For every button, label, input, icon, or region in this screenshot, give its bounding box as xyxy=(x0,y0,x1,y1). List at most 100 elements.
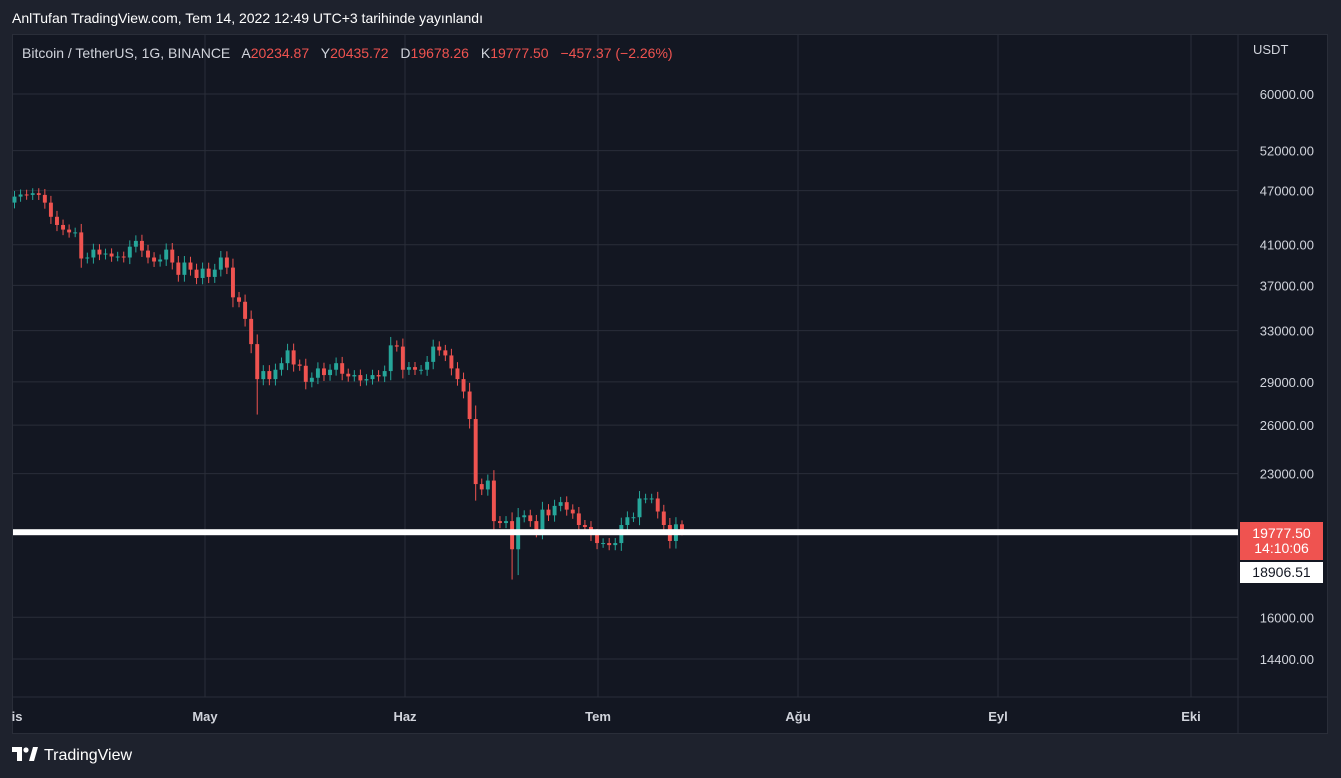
candle-body[interactable] xyxy=(661,511,666,526)
symbol-label[interactable]: Bitcoin / TetherUS, 1G, BINANCE xyxy=(22,45,231,61)
candle-body[interactable] xyxy=(91,249,96,258)
candle-body[interactable] xyxy=(497,521,502,524)
candle-body[interactable] xyxy=(649,498,654,500)
candle-body[interactable] xyxy=(121,256,126,258)
candle-body[interactable] xyxy=(637,498,642,518)
candle-body[interactable] xyxy=(473,419,478,485)
candle-body[interactable] xyxy=(382,371,387,377)
candle-body[interactable] xyxy=(625,517,630,526)
candle-body[interactable] xyxy=(146,250,150,258)
candle-body[interactable] xyxy=(443,350,448,356)
candle-body[interactable] xyxy=(340,363,345,374)
candle-body[interactable] xyxy=(164,249,169,260)
candle-body[interactable] xyxy=(36,193,41,195)
candle-body[interactable] xyxy=(419,369,424,371)
candle-body[interactable] xyxy=(291,350,296,365)
candle-body[interactable] xyxy=(522,515,527,518)
candle-body[interactable] xyxy=(655,498,660,512)
candle-body[interactable] xyxy=(303,365,308,382)
candle-body[interactable] xyxy=(394,345,399,347)
candle-body[interactable] xyxy=(455,368,460,380)
candle-body[interactable] xyxy=(564,502,569,510)
candle-body[interactable] xyxy=(42,194,47,203)
candle-body[interactable] xyxy=(67,229,72,233)
candle-body[interactable] xyxy=(176,262,181,275)
candle-body[interactable] xyxy=(576,513,581,526)
candle-body[interactable] xyxy=(376,375,381,377)
candle-body[interactable] xyxy=(491,480,496,522)
candle-body[interactable] xyxy=(595,534,600,544)
candle-body[interactable] xyxy=(206,268,211,277)
candle-body[interactable] xyxy=(334,363,339,370)
candle-body[interactable] xyxy=(607,543,612,546)
candle-body[interactable] xyxy=(224,257,229,268)
candle-body[interactable] xyxy=(406,367,411,370)
candle-body[interactable] xyxy=(467,391,472,420)
candle-body[interactable] xyxy=(388,345,393,372)
candle-body[interactable] xyxy=(322,368,326,376)
candle-body[interactable] xyxy=(243,301,248,319)
candle-body[interactable] xyxy=(194,269,199,278)
candle-body[interactable] xyxy=(358,375,363,381)
candle-body[interactable] xyxy=(613,543,618,546)
candle-body[interactable] xyxy=(85,257,90,259)
candle-body[interactable] xyxy=(346,373,351,377)
candle-body[interactable] xyxy=(431,346,436,362)
candle-body[interactable] xyxy=(127,246,132,258)
candle-body[interactable] xyxy=(152,257,157,262)
candle-body[interactable] xyxy=(504,521,508,524)
currency-label[interactable]: USDT xyxy=(1253,42,1289,57)
candle-body[interactable] xyxy=(188,262,193,270)
candle-body[interactable] xyxy=(680,524,684,534)
candle-body[interactable] xyxy=(273,369,278,380)
candle-body[interactable] xyxy=(643,498,648,500)
candle-body[interactable] xyxy=(267,371,272,380)
candle-body[interactable] xyxy=(61,224,66,230)
candle-body[interactable] xyxy=(364,379,369,381)
candle-body[interactable] xyxy=(546,509,551,516)
candle-body[interactable] xyxy=(255,344,260,380)
candle-body[interactable] xyxy=(279,363,284,370)
candle-body[interactable] xyxy=(479,484,484,490)
candle-body[interactable] xyxy=(218,257,223,270)
candle-body[interactable] xyxy=(552,505,557,516)
candle-body[interactable] xyxy=(182,262,187,275)
candle-body[interactable] xyxy=(24,194,29,196)
candle-body[interactable] xyxy=(328,369,333,376)
candle-body[interactable] xyxy=(97,249,102,255)
candle-body[interactable] xyxy=(400,346,405,370)
candle-body[interactable] xyxy=(79,232,84,259)
candle-body[interactable] xyxy=(55,216,59,225)
candle-body[interactable] xyxy=(558,502,563,506)
candle-body[interactable] xyxy=(461,379,466,392)
candle-body[interactable] xyxy=(309,377,314,382)
candle-body[interactable] xyxy=(103,253,108,255)
candle-body[interactable] xyxy=(540,509,545,531)
candle-body[interactable] xyxy=(370,375,375,380)
candle-body[interactable] xyxy=(352,375,357,377)
candle-body[interactable] xyxy=(139,240,144,251)
candle-body[interactable] xyxy=(413,367,417,370)
candle-body[interactable] xyxy=(237,297,241,302)
candle-body[interactable] xyxy=(18,194,23,197)
candle-body[interactable] xyxy=(297,364,302,366)
candle-body[interactable] xyxy=(249,318,254,345)
candle-body[interactable] xyxy=(230,267,235,298)
candle-body[interactable] xyxy=(170,249,175,263)
footer-brand[interactable]: TradingView xyxy=(12,745,132,767)
candle-body[interactable] xyxy=(570,509,575,514)
candle-body[interactable] xyxy=(212,269,217,277)
candle-body[interactable] xyxy=(200,268,205,278)
candle-body[interactable] xyxy=(534,521,539,531)
candle-body[interactable] xyxy=(449,355,454,369)
candle-body[interactable] xyxy=(12,196,17,203)
candle-body[interactable] xyxy=(133,240,138,247)
candle-body[interactable] xyxy=(437,346,442,351)
candle-body[interactable] xyxy=(315,368,320,378)
candle-body[interactable] xyxy=(261,371,266,380)
candle-body[interactable] xyxy=(30,193,35,195)
support-level-line[interactable] xyxy=(13,529,1238,536)
candle-body[interactable] xyxy=(425,361,430,370)
candle-body[interactable] xyxy=(48,202,53,217)
